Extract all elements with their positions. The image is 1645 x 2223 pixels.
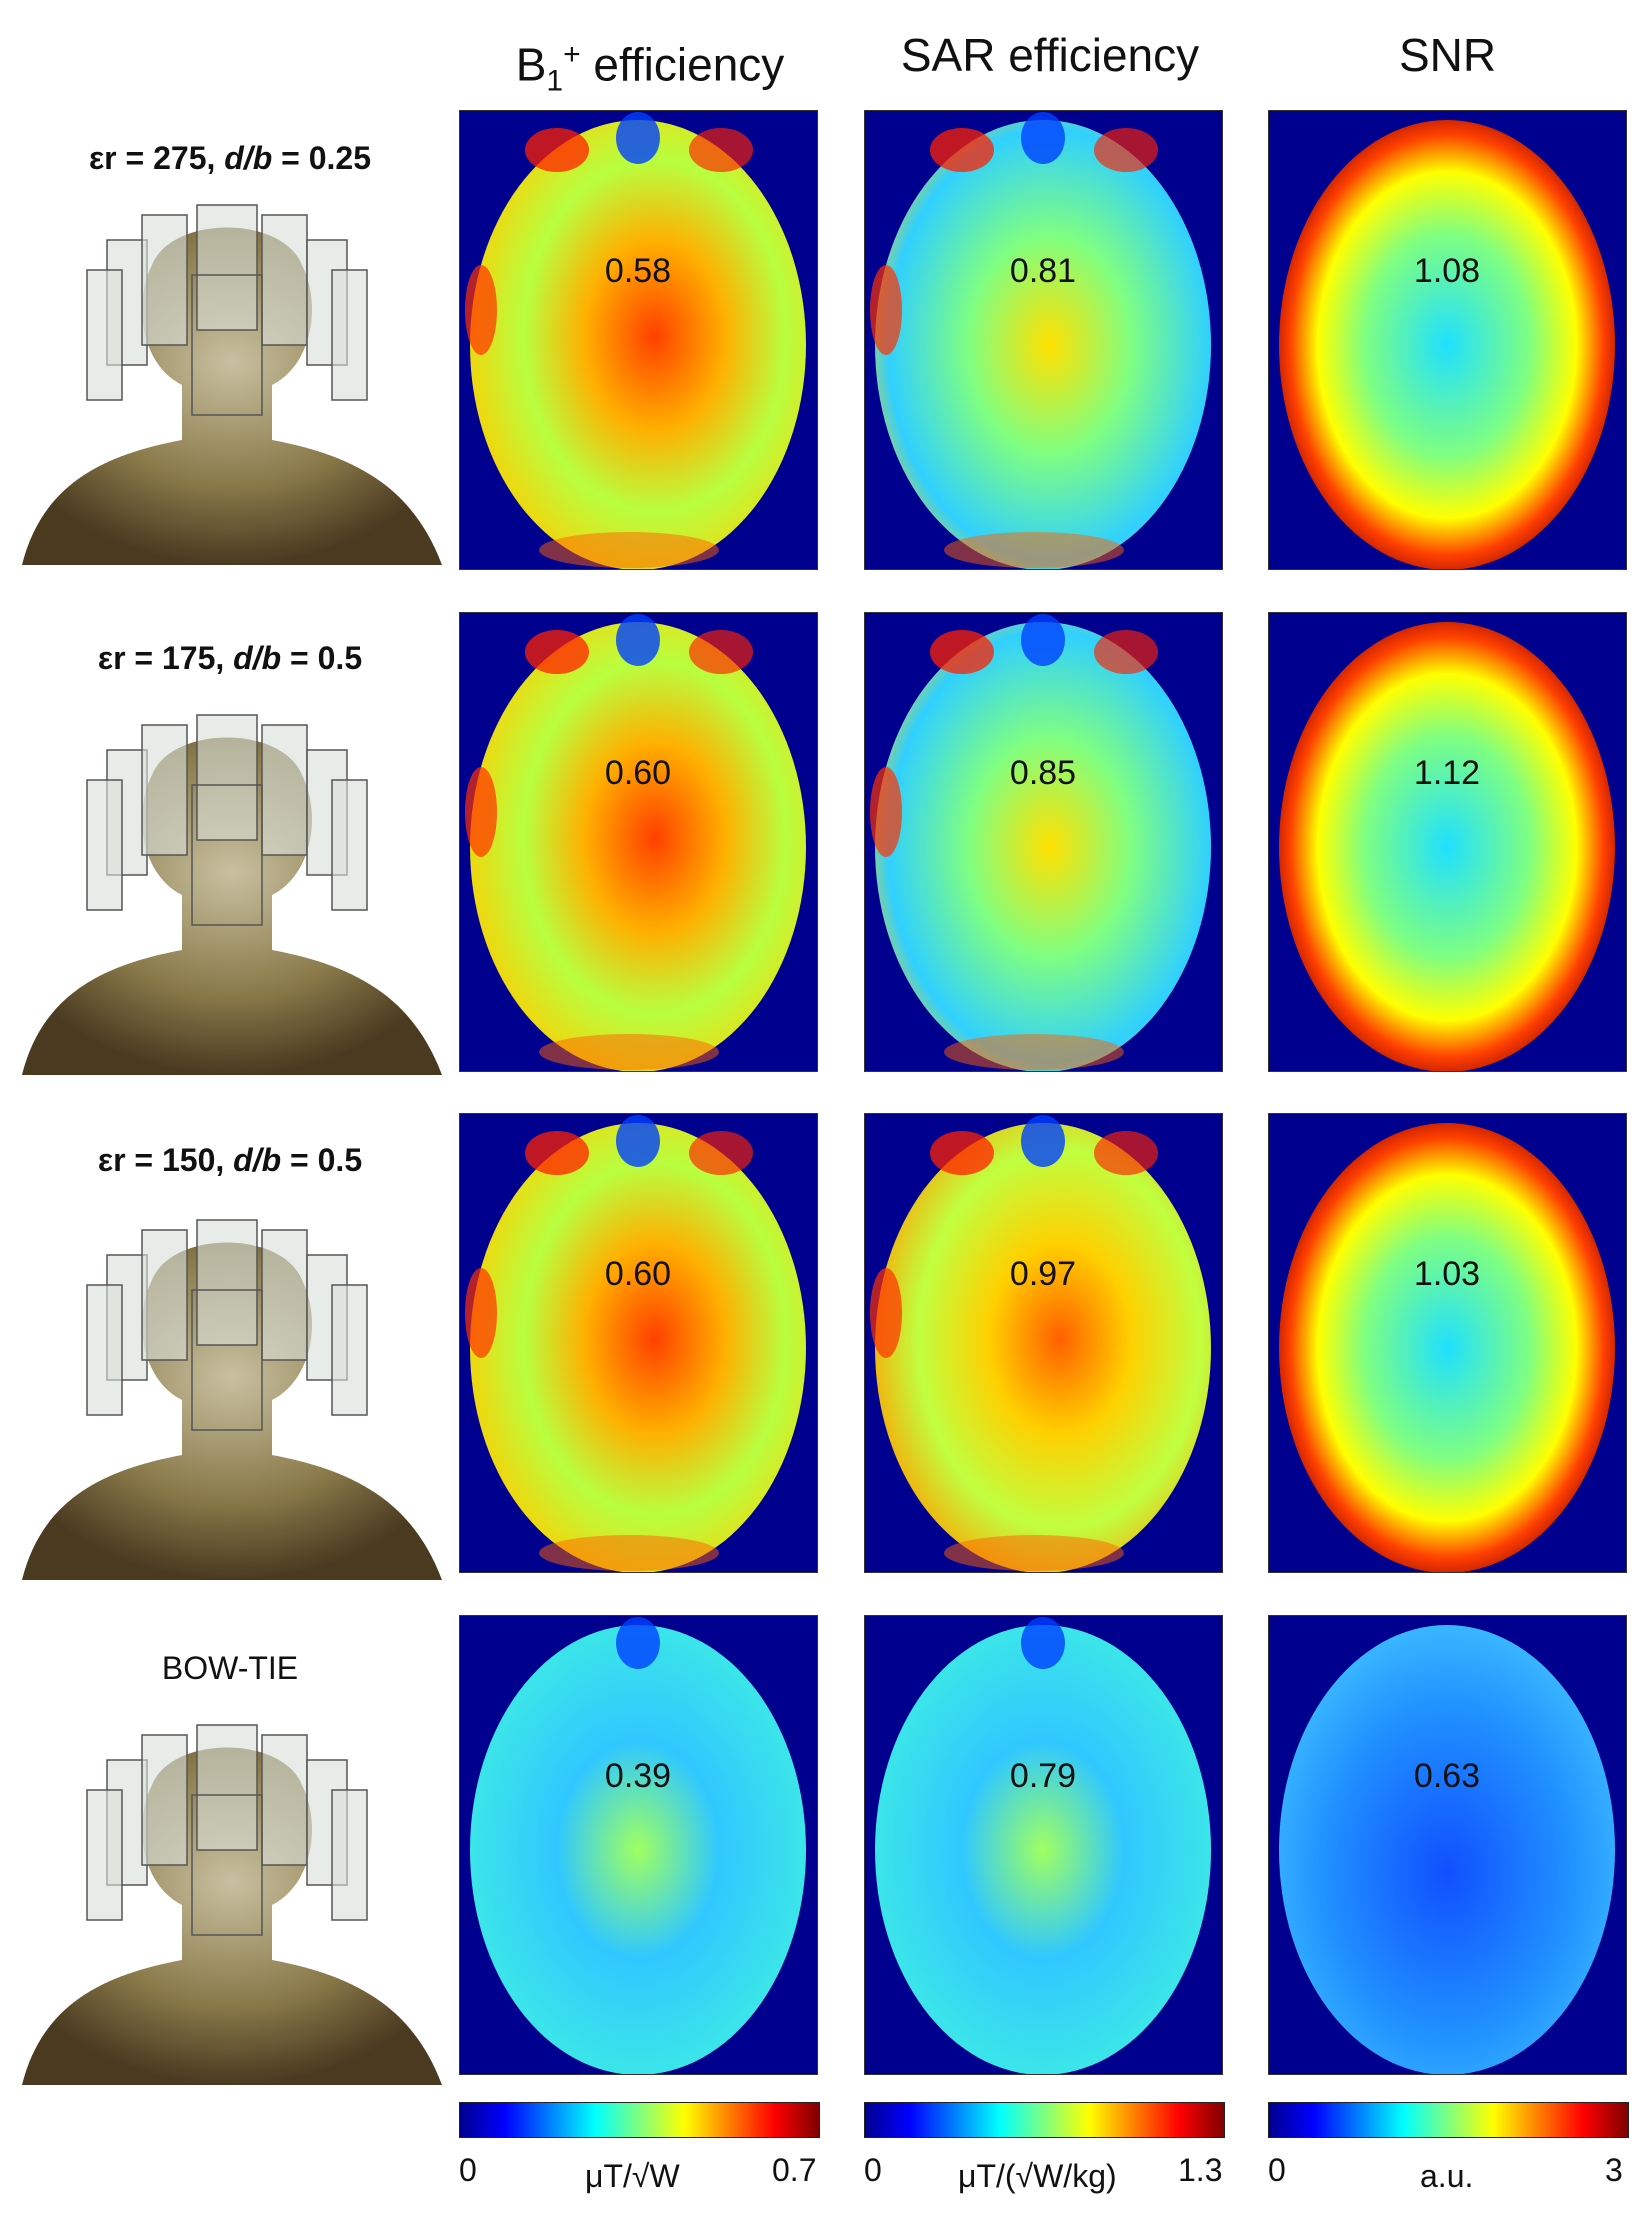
colorbar-snr-max: 3 xyxy=(1605,2152,1623,2188)
colorbar-sar-unit: μT/(√W/kg) xyxy=(958,2158,1117,2194)
map-snr: 1.12 xyxy=(1268,612,1627,1072)
row-label: εr = 175, d/b = 0.5 xyxy=(97,640,363,676)
colorbar-snr xyxy=(1268,2102,1629,2138)
colorbar-sar xyxy=(864,2102,1225,2138)
map-mean-value: 0.97 xyxy=(1010,1255,1076,1293)
map-mean-value: 0.60 xyxy=(605,754,671,792)
map-mean-value: 0.63 xyxy=(1414,1757,1480,1795)
head-coil-model-illustration xyxy=(12,695,458,1155)
row-label: εr = 275, d/b = 0.25 xyxy=(88,140,371,176)
colorbar-b1-max: 0.7 xyxy=(772,2152,817,2188)
colorbar-snr-unit: a.u. xyxy=(1420,2158,1474,2194)
map-mean-value: 0.81 xyxy=(1010,252,1076,290)
map-sar: 0.79 xyxy=(864,1615,1223,2075)
map-sar: 0.81 xyxy=(864,110,1223,570)
map-mean-value: 1.03 xyxy=(1414,1255,1480,1293)
colorbar-sar-min: 0 xyxy=(864,2152,882,2188)
map-b1: 0.58 xyxy=(459,110,818,570)
row-label: εr = 150, d/b = 0.5 xyxy=(97,1142,363,1178)
map-mean-value: 0.58 xyxy=(605,252,671,290)
map-sar: 0.97 xyxy=(864,1113,1223,1573)
row-label: BOW-TIE xyxy=(161,1650,299,1686)
colorbar-b1-min: 0 xyxy=(459,2152,477,2188)
map-mean-value: 0.85 xyxy=(1010,754,1076,792)
map-mean-value: 1.08 xyxy=(1414,252,1480,290)
map-b1: 0.39 xyxy=(459,1615,818,2075)
head-coil-model-illustration xyxy=(12,1705,458,2165)
map-mean-value: 0.60 xyxy=(605,1255,671,1293)
colorbar-snr-min: 0 xyxy=(1268,2152,1286,2188)
head-coil-model-illustration xyxy=(12,185,458,645)
map-snr: 1.08 xyxy=(1268,110,1627,570)
column-title-snr: SNR xyxy=(1398,29,1497,81)
map-mean-value: 0.39 xyxy=(605,1757,671,1795)
map-sar: 0.85 xyxy=(864,612,1223,1072)
map-b1: 0.60 xyxy=(459,612,818,1072)
map-snr: 0.63 xyxy=(1268,1615,1627,2075)
colorbar-b1 xyxy=(459,2102,820,2138)
colorbar-b1-unit: μT/√W xyxy=(585,2158,680,2194)
column-title-b1: B1+ efficiency xyxy=(515,38,785,98)
column-title-sar: SAR efficiency xyxy=(900,29,1200,81)
map-b1: 0.60 xyxy=(459,1113,818,1573)
map-snr: 1.03 xyxy=(1268,1113,1627,1573)
map-mean-value: 1.12 xyxy=(1414,754,1480,792)
map-mean-value: 0.79 xyxy=(1010,1757,1076,1795)
colorbar-sar-max: 1.3 xyxy=(1178,2152,1223,2188)
head-coil-model-illustration xyxy=(12,1200,458,1660)
